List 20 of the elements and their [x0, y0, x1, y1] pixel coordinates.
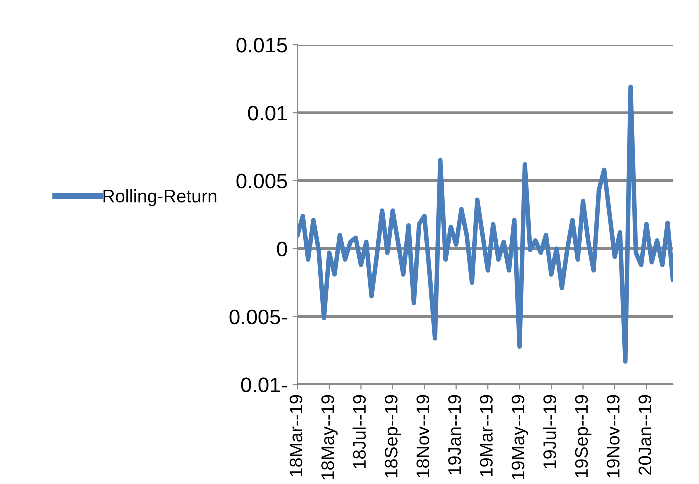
y-tick-label: 0	[277, 242, 288, 257]
x-tick-label: 19May--19	[512, 395, 528, 480]
x-tick-label: 20Jan--19	[638, 395, 652, 475]
x-tick-label: 18Nov--19	[416, 395, 430, 478]
x-tick-label: 18Jul--19	[352, 395, 366, 468]
x-tick-label: 19Mar--19	[480, 395, 493, 476]
y-tick-label: 0.015	[236, 38, 288, 53]
y-tick-label: 0.005	[236, 174, 288, 189]
y-tick-label: 0.005-	[230, 310, 288, 325]
x-tick-label: 18May--19	[322, 395, 338, 480]
x-tick-label: 19Jan--19	[448, 395, 462, 474]
y-tick-label: 0.01-	[241, 378, 288, 393]
y-tick-label: 0.01	[248, 106, 288, 121]
x-tick-label: 19Sep--19	[575, 395, 592, 478]
x-tick-label: 19Nov--19	[607, 395, 620, 478]
x-tick-label: 18Mar--19	[290, 395, 303, 476]
x-tick-label: 18Sep--19	[385, 395, 402, 478]
legend-label: Rolling-Return	[104, 189, 217, 206]
line-series	[298, 84, 674, 364]
x-tick-label: 19Jul--19	[543, 395, 556, 468]
